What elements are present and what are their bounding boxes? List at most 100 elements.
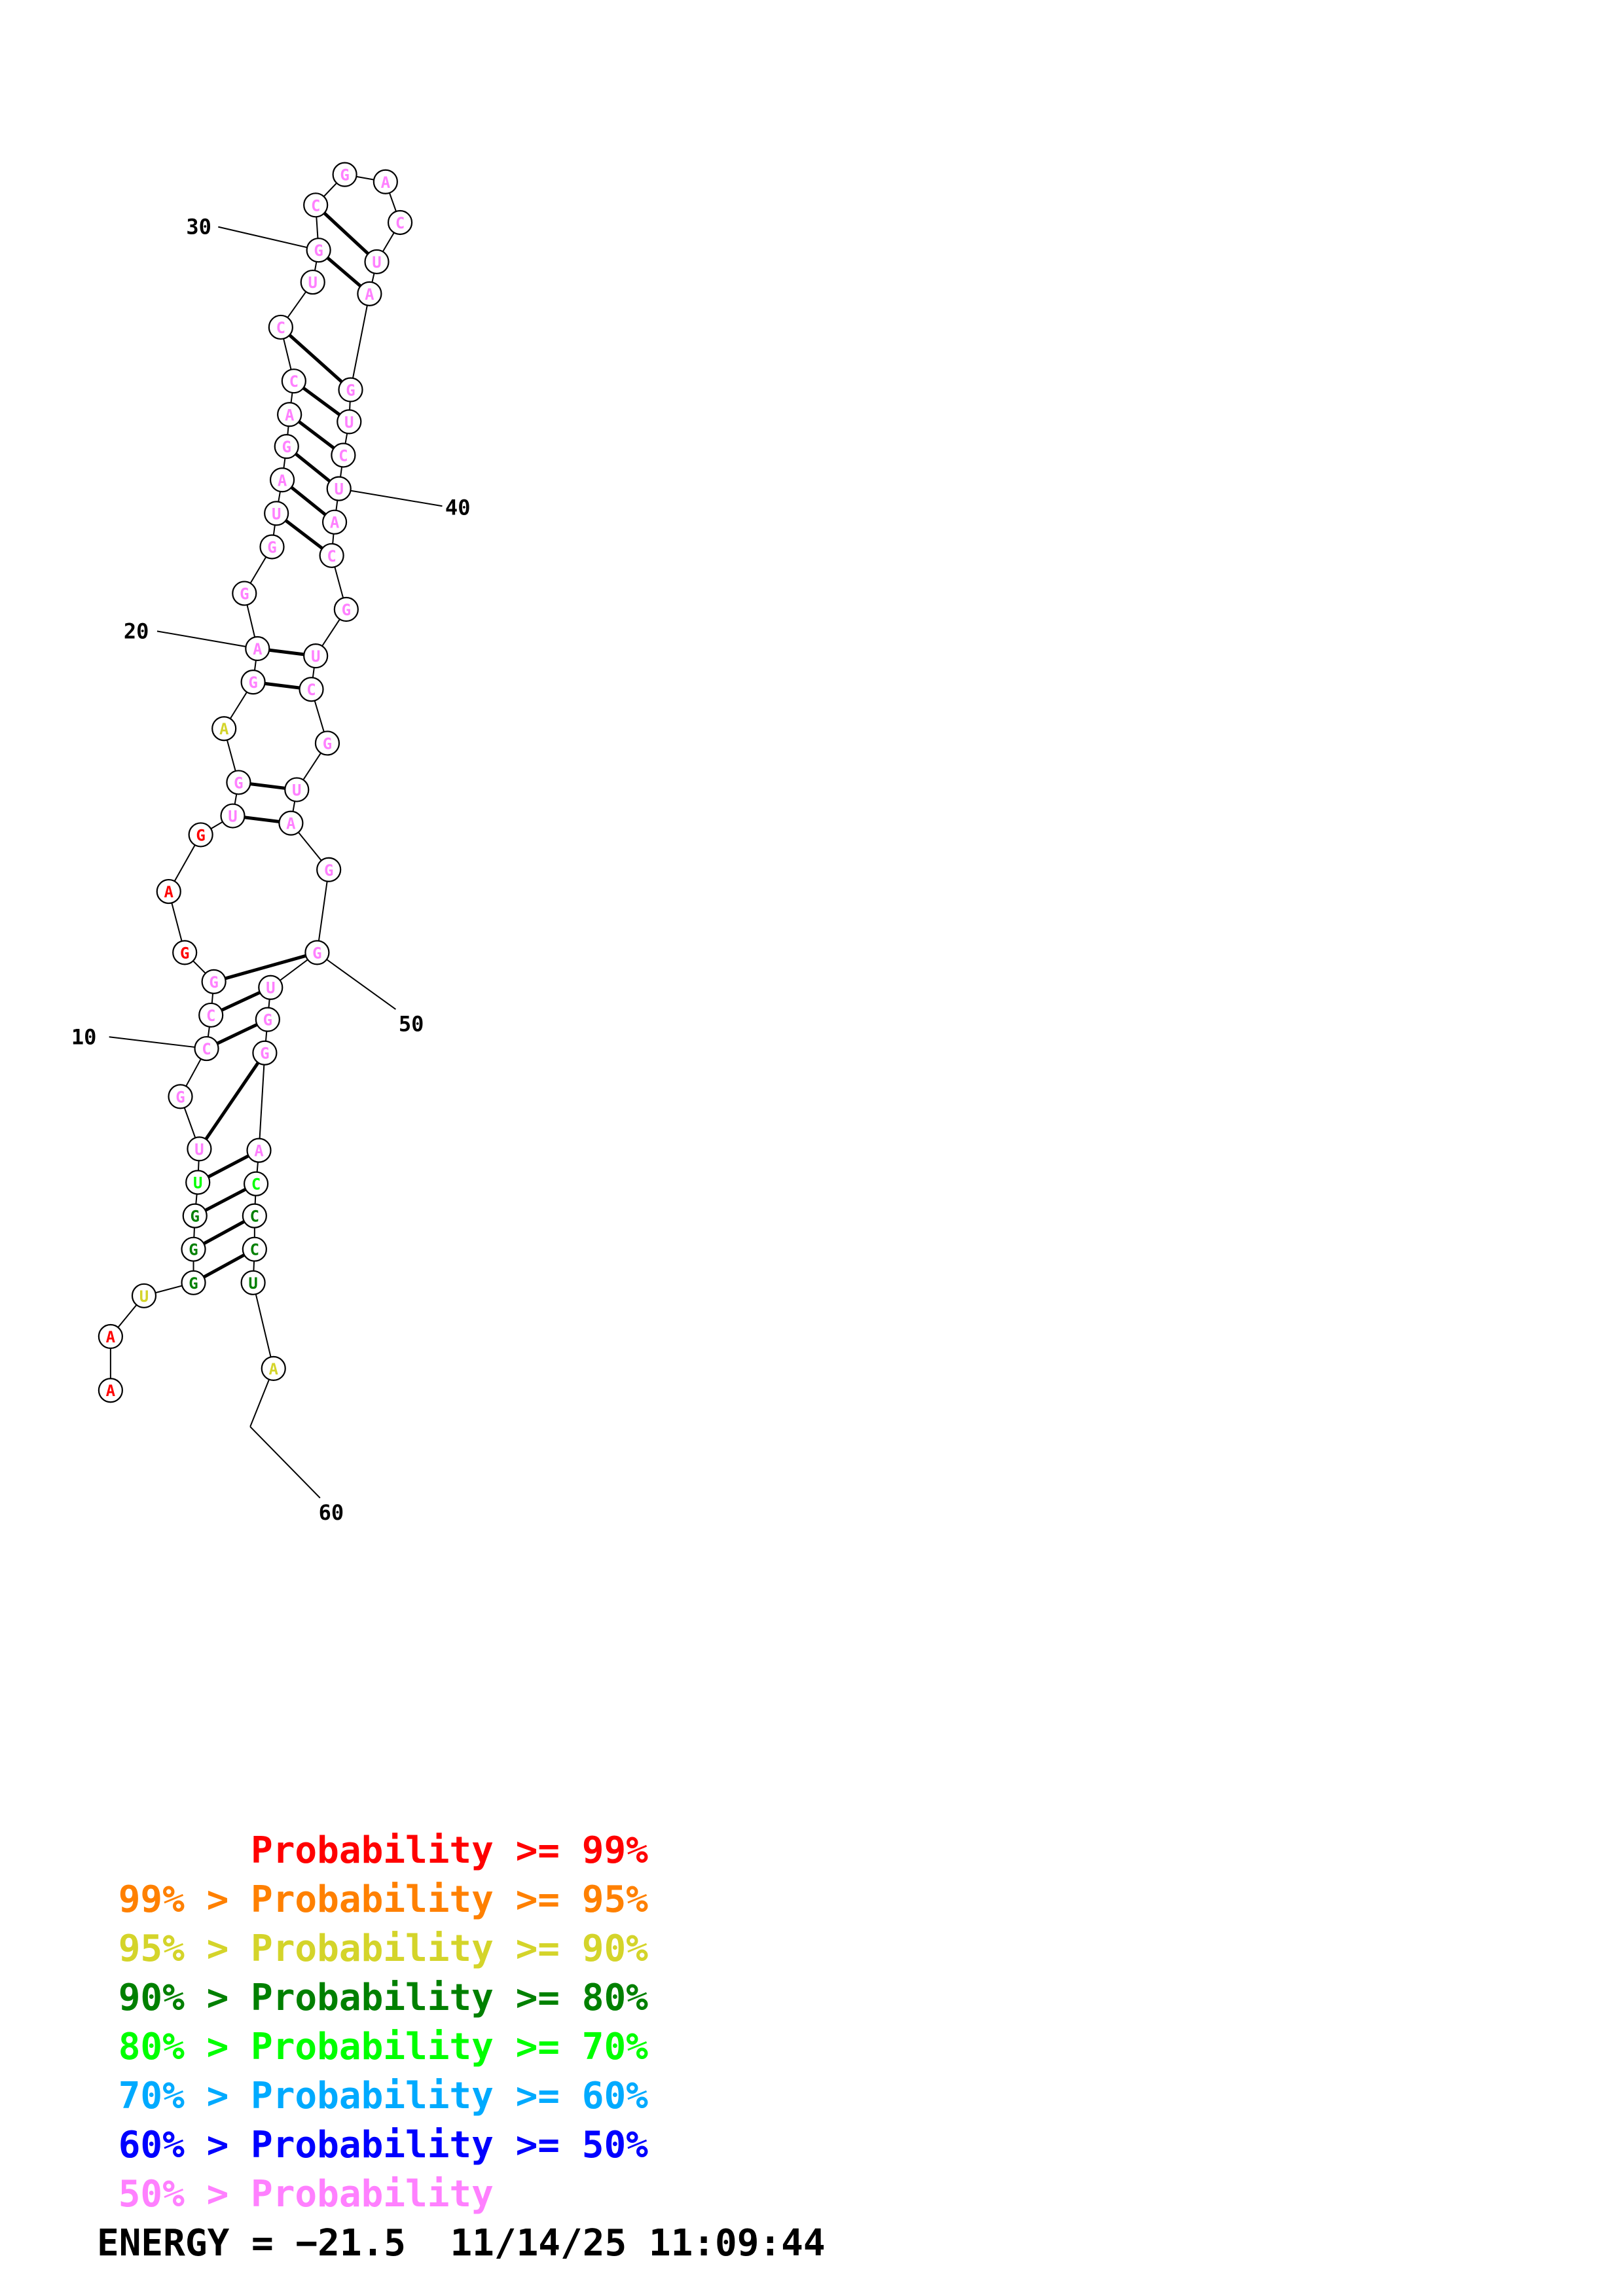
nucleotide-letter: A [365,285,374,304]
nucleotide-circle [188,822,213,848]
nucleotide-circle [284,777,310,802]
nucleotide-letter: U [311,647,320,666]
nucleotide: U [258,975,283,1000]
nucleotide-circle [274,434,299,459]
nucleotide-circle [240,1270,266,1295]
nucleotide-letter: A [278,471,287,490]
nucleotide-letter: C [311,196,320,215]
nucleotide: A [245,636,270,662]
legend-text: Probability >= 70% [251,2026,648,2068]
nucleotide: C [387,209,413,236]
nucleotide-circle [303,643,329,669]
nucleotide-letter: G [196,826,205,844]
backbone-segment [350,293,371,390]
legend-text: Probability >= 50% [251,2124,648,2166]
legend-text: Probability >= 90% [251,1928,648,1970]
nucleotide-circle [299,677,324,702]
nucleotide-letter: C [250,1208,259,1226]
nucleotide-letter: G [260,1045,269,1063]
position-label: 50 [399,1011,424,1036]
legend-text: Probability >= 80% [251,1977,648,2019]
nucleotide-circle [333,596,359,622]
nucleotide-circle [98,1323,123,1350]
legend-line: 99% > Probability >= 95% [97,1875,648,1924]
nucleotide: U [303,643,329,669]
nucleotide-circle [185,1170,211,1195]
nucleotide: C [268,314,293,340]
nucleotide-letter: G [189,1274,198,1293]
position-tick [249,1426,321,1499]
legend-text: Probability [251,2173,494,2215]
nucleotide-letter: G [248,673,257,692]
nucleotide-circle [269,467,295,493]
position-label: 60 [319,1500,344,1525]
nucleotide-circle [332,162,357,187]
nucleotide-letter: C [276,319,285,337]
nucleotide-circle [252,1040,278,1066]
legend-prefix: 80% > [118,2026,251,2068]
nucleotide: U [326,476,352,501]
nucleotide-letter: G [234,774,243,792]
nucleotide: U [240,1270,266,1295]
nucleotide-letter: G [346,381,355,399]
nucleotide-circle [338,377,363,403]
nucleotide: G [181,1236,206,1262]
nucleotide-circle [316,857,342,882]
nucleotide-circle [182,1203,208,1229]
nucleotide-circle [211,716,237,742]
nucleotide-letter: C [306,681,316,699]
nucleotide-letter: A [106,1328,116,1346]
nucleotide-circle [331,442,356,468]
base-pair-bond [213,951,318,984]
nucleotide-letter: G [323,734,332,753]
nucleotide-letter: C [327,547,336,565]
nucleotide-circle [172,940,198,965]
nucleotide: C [281,368,306,394]
legend-prefix: 50% > [118,2173,251,2215]
nucleotide-circle [131,1283,157,1308]
nucleotide-letter: C [202,1040,211,1058]
nucleotide: A [261,1355,286,1382]
nucleotide-letter: U [272,505,281,523]
position-tick [156,630,258,649]
nucleotide: G [259,534,285,560]
legend-prefix: 70% > [118,2075,251,2117]
position-label: 20 [124,619,149,643]
nucleotide-letter: G [175,1088,185,1106]
nucleotide-letter: U [372,253,381,272]
position-label: 30 [186,215,211,240]
nucleotide-circle [201,969,227,994]
nucleotide-letter: A [286,815,296,833]
nucleotide: G [172,940,198,965]
nucleotide-circle [242,1203,267,1229]
legend-line: 70% > Probability >= 60% [97,2072,648,2121]
nucleotide-circle [281,368,306,394]
nucleotide-letter: G [324,861,333,880]
nucleotide-circle [187,1136,212,1162]
nucleotide: G [306,238,331,263]
nucleotide: G [232,581,257,606]
nucleotide: A [357,281,382,306]
nucleotide-circle [242,1236,267,1262]
nucleotide-circle [278,810,304,836]
backbone-segment [252,1282,274,1369]
probability-legend: Probability >= 99% 99% > Probability >= … [97,1826,648,2219]
legend-text: Probability >= 95% [251,1878,648,1921]
position-tick [109,1036,207,1050]
nucleotide-circle [232,581,257,606]
nucleotide-letter: U [139,1287,149,1306]
nucleotide: G [255,1007,280,1032]
nucleotide: C [243,1171,269,1196]
nucleotide-circle [226,770,251,795]
base-pair-layer [192,204,378,1284]
nucleotide: G [304,940,330,965]
nucleotide: A [373,169,398,194]
nucleotide-circle [258,975,283,1000]
nucleotide-letter: G [314,242,323,260]
nucleotide-letter: U [228,808,237,826]
nucleotide: G [314,730,340,756]
backbone-segment [258,1052,266,1151]
nucleotide-letter: U [334,480,343,499]
nucleotide-letter: A [381,173,391,192]
nucleotide-letter: G [267,538,276,556]
